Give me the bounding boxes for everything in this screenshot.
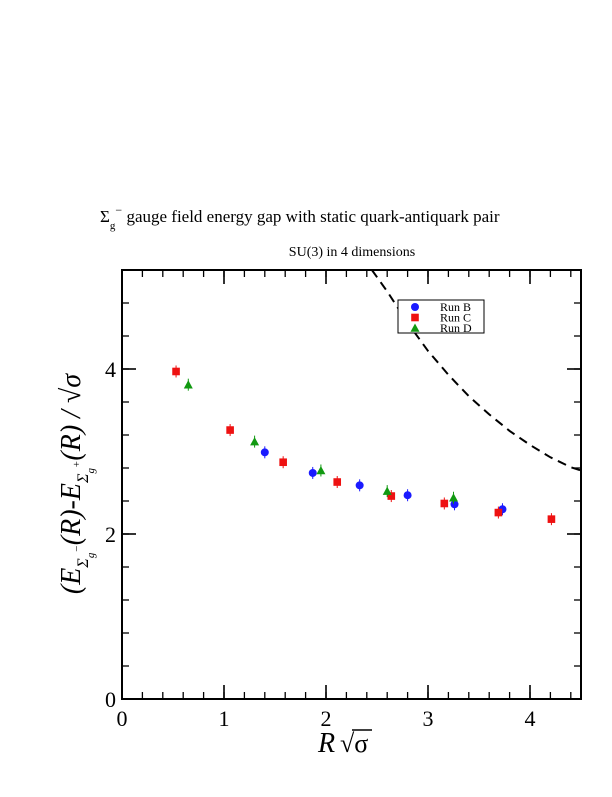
legend-marker-run-d: [410, 323, 420, 332]
x-tick-label: 4: [525, 706, 536, 731]
legend-label-run-d: Run D: [440, 321, 472, 335]
svg-text:√σ: √σ: [340, 729, 368, 758]
y-tick-label: 2: [105, 522, 116, 547]
chart-subtitle: SU(3) in 4 dimensions: [289, 245, 415, 260]
x-tick-label: 3: [423, 706, 434, 731]
run-d-point: [250, 437, 260, 446]
run-c-point: [440, 499, 449, 508]
run-c-point: [387, 492, 396, 500]
run-b-point: [355, 481, 364, 490]
x-tick-label: 1: [219, 706, 230, 731]
plot-frame: [121, 269, 582, 700]
y-tick-label: 4: [105, 357, 116, 382]
run-c-point: [226, 426, 234, 434]
x-tick-label: 0: [117, 706, 128, 731]
legend-label-run-b: Run B: [440, 300, 471, 314]
y-tick-label: 0: [105, 687, 116, 712]
svg-text:R: R: [317, 728, 335, 759]
legend-marker-run-b: [411, 303, 419, 311]
x-tick-label: 2: [321, 706, 332, 731]
run-d-point: [316, 465, 326, 475]
run-b-point: [403, 491, 412, 500]
legend-label-run-c: Run C: [440, 311, 471, 325]
x-axis-label: R √σ: [317, 728, 372, 759]
run-c-point: [494, 508, 503, 517]
run-d-point: [449, 493, 458, 502]
y-axis-label: (EΣg−(R)-EΣg+(R) / √σ: [56, 373, 97, 594]
run-c-point: [547, 515, 556, 523]
reference-curve: [371, 270, 581, 472]
run-d-point: [183, 380, 193, 389]
run-b-point: [450, 500, 459, 509]
run-b-point: [260, 448, 269, 457]
legend-marker-run-c: [411, 313, 419, 322]
run-b-point: [308, 468, 317, 477]
svg-text:(EΣg−(R)-EΣg+(R) / √σ: (EΣg−(R)-EΣg+(R) / √σ: [56, 373, 97, 594]
run-c-point: [279, 458, 287, 467]
run-c-point: [172, 367, 180, 376]
chart-title: Σg− gauge field energy gap with static q…: [100, 203, 500, 232]
run-d-point: [382, 486, 392, 495]
run-c-point: [333, 478, 342, 486]
